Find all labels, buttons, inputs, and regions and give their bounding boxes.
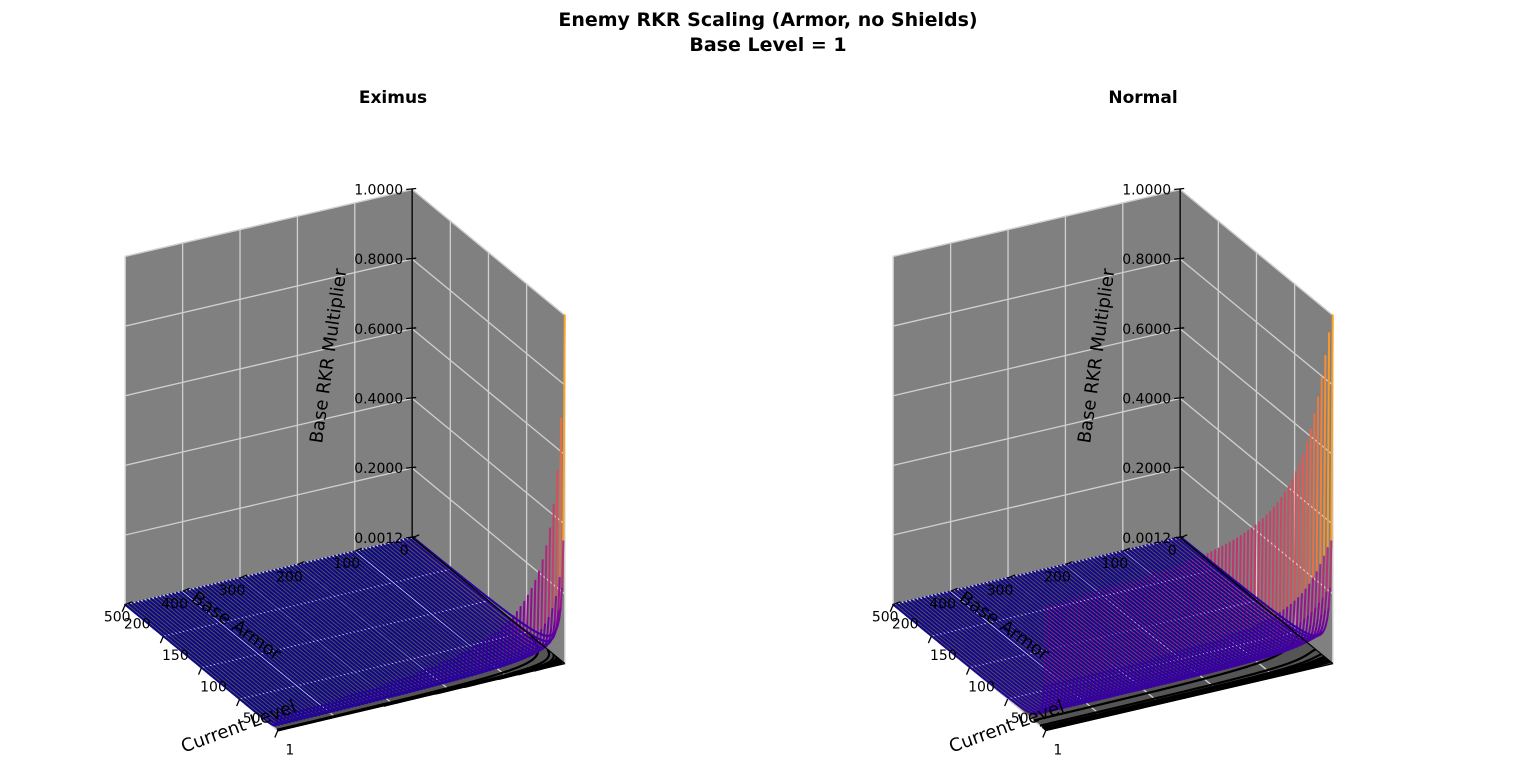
gridline xyxy=(125,188,413,258)
surface-strip-segment xyxy=(153,596,158,600)
surface-strip-segment xyxy=(186,589,191,593)
surface-strip-segment xyxy=(161,595,165,599)
surface-strip-segment xyxy=(157,595,161,600)
subplot-eximus: 0.0012 0.2000 0.4000 0.6000 0.8000 1.0000 0 100… xyxy=(0,130,768,772)
surface-strip-segment xyxy=(135,601,139,605)
gridline xyxy=(125,397,413,467)
surface-strip-segment xyxy=(168,593,172,597)
figure-suptitle: Enemy RKR Scaling (Armor, no Shields) Ba… xyxy=(558,9,978,56)
gridline xyxy=(125,328,413,397)
surface-strip-segment xyxy=(271,569,275,573)
surface-strip-segment xyxy=(227,579,231,583)
surface-strip-segment xyxy=(234,577,238,582)
surface-strip-segment xyxy=(241,576,246,580)
surface-strip-segment xyxy=(190,588,194,592)
gridline xyxy=(125,258,413,327)
surface-strip-segment xyxy=(264,571,268,575)
gridline xyxy=(182,590,336,718)
surface-strip-segment xyxy=(127,602,132,606)
surface-strip-segment xyxy=(179,590,183,594)
surface-strip-segment xyxy=(131,601,135,606)
surface-strip-segment xyxy=(146,598,150,602)
surface-strip-segment xyxy=(319,703,323,715)
surface-strip-segment xyxy=(253,573,257,577)
subplot-title-normal: Normal xyxy=(1108,88,1178,108)
surface-group xyxy=(124,314,566,727)
surface-strip-segment xyxy=(245,575,250,579)
axes-3d: 0.00120.20000.40000.60000.80001.00000100… xyxy=(104,183,567,758)
surface-strip-segment xyxy=(194,587,198,591)
surface-strip-segment xyxy=(172,592,176,596)
surface-strip-segment xyxy=(312,705,316,717)
surface-strip-segment xyxy=(308,706,312,718)
surface-strip-segment xyxy=(142,599,147,603)
surface-strip-segment xyxy=(230,578,235,582)
surface-strip-segment xyxy=(323,702,327,714)
surface-strip-segment xyxy=(164,594,169,598)
gridline xyxy=(411,189,566,316)
surface-strip-segment xyxy=(330,700,334,712)
surface-strip-segment xyxy=(138,600,143,604)
surface-strip-segment xyxy=(175,591,180,595)
surface-strip-segment xyxy=(249,574,253,578)
surface-strip-segment xyxy=(326,701,331,713)
surface-strip-segment xyxy=(208,583,213,588)
surface-strip-segment xyxy=(149,597,154,601)
surface-strip-segment xyxy=(205,584,209,588)
subplot-title-eximus: Eximus xyxy=(358,88,428,108)
surface-strip-segment xyxy=(256,572,261,576)
surface-strip-segment xyxy=(260,571,264,576)
surface-strip-segment xyxy=(212,583,216,587)
gridline xyxy=(125,467,413,536)
surface-strip-segment xyxy=(315,704,320,716)
surface-strip-segment xyxy=(201,585,205,589)
surface-strip-segment xyxy=(267,570,272,574)
